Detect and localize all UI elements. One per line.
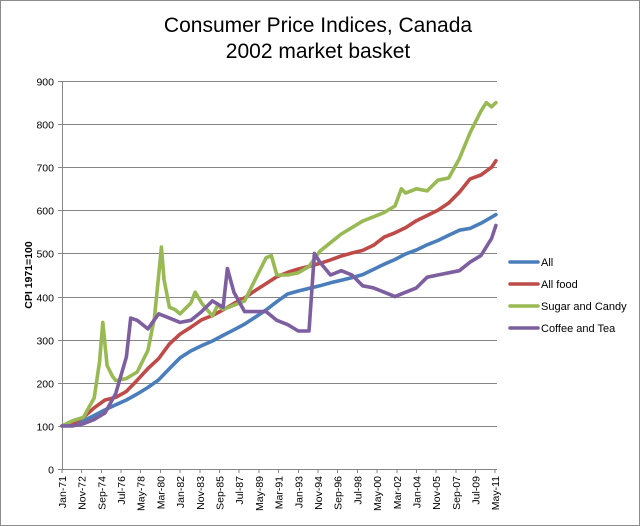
y-tick-label: 700 — [36, 163, 54, 175]
x-tick-label: Sep-74 — [96, 476, 108, 510]
legend-label-all-food: All food — [541, 279, 578, 291]
x-tick-label: Nov-83 — [195, 476, 207, 510]
x-tick-label: Jan-04 — [411, 476, 423, 508]
axes — [62, 81, 497, 470]
x-tick-label: Jul-76 — [116, 476, 128, 505]
x-tick-label: Mar-91 — [274, 476, 286, 509]
x-tick-label: Sep-07 — [451, 476, 463, 510]
y-tick-label: 100 — [36, 422, 54, 434]
x-tick-label: Jul-09 — [471, 476, 483, 505]
series-line-coffee-and-tea — [60, 223, 498, 428]
y-tick-label: 300 — [36, 336, 54, 348]
x-tick-label: Jan-93 — [293, 476, 305, 508]
series-lines — [60, 100, 498, 428]
x-tick-label: Nov-72 — [77, 476, 89, 510]
legend: All All food Sugar and Candy Coffee and Tea — [508, 257, 627, 335]
x-tick-label: Sep-85 — [215, 476, 227, 510]
gridlines — [62, 81, 497, 427]
legend-label-coffee-and-tea: Coffee and Tea — [541, 323, 616, 335]
y-tick-label: 900 — [36, 77, 54, 89]
x-tick-label: Nov-05 — [431, 476, 443, 510]
y-tick-label: 500 — [36, 249, 54, 261]
x-tick-label: Mar-02 — [392, 476, 404, 509]
legend-label-all: All — [541, 257, 553, 269]
chart-title-line-2: 2002 market basket — [226, 40, 411, 63]
x-tick-label: Jan-82 — [175, 476, 187, 508]
y-tick-label: 800 — [36, 120, 54, 132]
x-tick-label: Jul-87 — [234, 476, 246, 505]
y-axis-label: CPI 1971=100 — [23, 241, 35, 309]
x-tick-label: Sep-96 — [333, 476, 345, 510]
series-line-all — [60, 212, 498, 428]
x-tick-label: May-78 — [136, 476, 148, 511]
y-tick-label: 600 — [36, 206, 54, 218]
x-tick-label: Mar-80 — [155, 476, 167, 509]
chart-title-line-1: Consumer Price Indices, Canada — [164, 14, 472, 37]
x-tick-label: May-89 — [254, 476, 266, 511]
x-tick-label: May-11 — [490, 476, 502, 510]
x-tick-label: Jul-98 — [352, 476, 364, 505]
series-line-all-food — [60, 159, 498, 428]
x-axis-ticks: Jan-71 Nov-72 Sep-74 Jul-76 May-78 Mar-80 Jan-… — [57, 469, 502, 511]
y-tick-label: 0 — [48, 465, 54, 477]
x-tick-label: May-00 — [372, 476, 384, 511]
legend-label-sugar-and-candy: Sugar and Candy — [541, 301, 627, 313]
x-tick-label: Jan-71 — [57, 476, 69, 508]
series-line-sugar-and-candy — [60, 100, 498, 428]
y-tick-label: 200 — [36, 379, 54, 391]
y-axis-ticks: 0 100 200 300 400 500 600 700 800 900 — [36, 77, 62, 477]
y-tick-label: 400 — [36, 293, 54, 305]
x-tick-label: Nov-94 — [313, 476, 325, 510]
